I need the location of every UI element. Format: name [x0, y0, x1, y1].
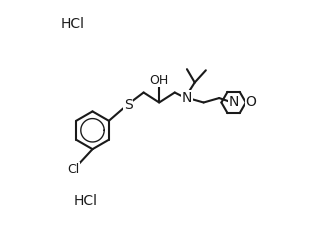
Text: HCl: HCl [60, 17, 84, 31]
Text: HCl: HCl [73, 194, 98, 208]
Text: OH: OH [150, 74, 169, 87]
Text: S: S [124, 98, 132, 112]
Text: N: N [228, 95, 239, 110]
Text: Cl: Cl [68, 163, 80, 176]
Text: O: O [245, 95, 256, 110]
Text: N: N [182, 91, 192, 105]
